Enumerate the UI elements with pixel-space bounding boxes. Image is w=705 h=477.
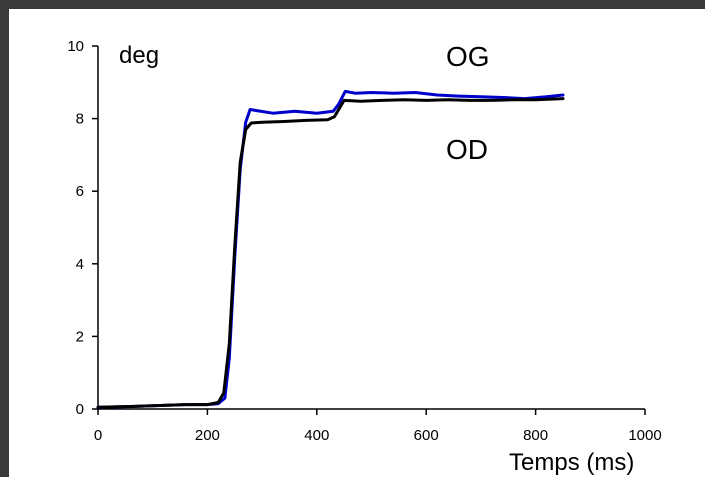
y-tick-label: 10 — [67, 38, 84, 55]
y-tick-label: 4 — [76, 256, 84, 273]
series-label-og: OG — [446, 41, 490, 72]
x-tick-label: 800 — [523, 427, 548, 444]
x-tick-label: 400 — [304, 427, 329, 444]
y-tick-label: 8 — [76, 111, 84, 128]
y-tick-label: 0 — [76, 401, 84, 418]
x-axis-label: Temps (ms) — [509, 449, 634, 476]
series-layer — [96, 89, 565, 409]
y-ticks: 0 2 4 6 8 10 — [67, 38, 98, 418]
x-ticks: 0 200 400 600 800 1000 — [94, 409, 662, 444]
x-tick-label: 200 — [195, 427, 220, 444]
line-chart: 0 2 4 6 8 10 0 200 400 600 800 1000 deg Temps (ms)… — [67, 38, 661, 476]
y-tick-label: 2 — [76, 328, 84, 345]
series-line-og — [96, 89, 565, 409]
chart-frame: 0 2 4 6 8 10 0 200 400 600 800 1000 deg Temps (ms)… — [9, 9, 705, 477]
x-tick-label: 1000 — [628, 427, 661, 444]
y-axis-label: deg — [119, 42, 159, 69]
y-tick-label: 6 — [76, 183, 84, 200]
series-label-od: OD — [446, 134, 488, 165]
series-line-od — [96, 97, 565, 409]
axes: 0 2 4 6 8 10 0 200 400 600 800 1000 — [67, 38, 661, 444]
x-tick-label: 600 — [414, 427, 439, 444]
x-tick-label: 0 — [94, 427, 102, 444]
